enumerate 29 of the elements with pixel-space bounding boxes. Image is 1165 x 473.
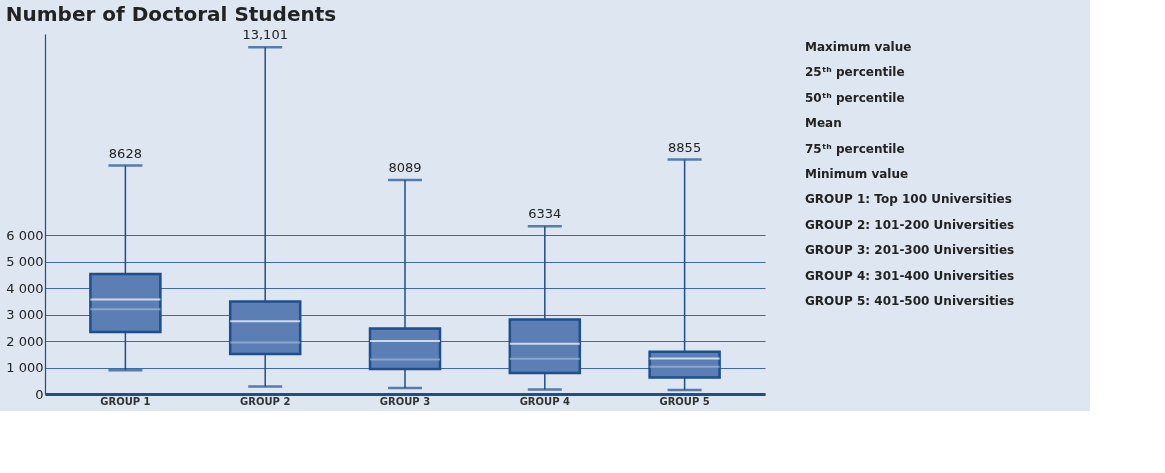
annotation: 8628 bbox=[108, 145, 142, 161]
y-tick-label: 0 bbox=[35, 386, 44, 402]
text: Minimum value bbox=[805, 167, 909, 181]
x-tick-label: GROUP 1 bbox=[100, 395, 151, 407]
annotation: 6334 bbox=[528, 206, 562, 222]
x-tick-label: GROUP 5 bbox=[659, 395, 710, 407]
y-tick-label: 4 000 bbox=[6, 280, 44, 296]
text: Mean bbox=[805, 116, 842, 131]
annotation: 8089 bbox=[388, 159, 422, 175]
y-tick-label: 3 000 bbox=[6, 307, 44, 323]
text: 50ᵗʰ percentile bbox=[805, 90, 905, 105]
text: GROUP 3: 201-300 Universities bbox=[805, 243, 1015, 258]
x-tick-label: GROUP 2 bbox=[240, 395, 291, 407]
text: GROUP 5: 401-500 Universities bbox=[805, 294, 1015, 309]
text: GROUP 2: 101-200 Universities bbox=[805, 217, 1015, 232]
text: 25ᵗʰ percentile bbox=[805, 65, 905, 80]
y-tick-label: 2 000 bbox=[6, 333, 44, 349]
y-tick-label: 1 000 bbox=[6, 360, 44, 376]
text: GROUP 1: Top 100 Universities bbox=[805, 192, 1012, 207]
y-tick-label: 6 000 bbox=[6, 227, 44, 243]
annotation: 13,101 bbox=[242, 27, 288, 43]
text: Maximum value bbox=[805, 39, 912, 54]
text: GROUP 4: 301-400 Universities bbox=[805, 268, 1015, 283]
annotation: 8855 bbox=[668, 139, 702, 155]
text: 75ᵗʰ percentile bbox=[805, 141, 905, 156]
y-tick-label: 5 000 bbox=[6, 254, 44, 270]
x-tick-label: GROUP 4 bbox=[519, 395, 570, 407]
chart-title: Number of Doctoral Students bbox=[5, 2, 337, 27]
x-tick-label: GROUP 3 bbox=[379, 395, 431, 407]
